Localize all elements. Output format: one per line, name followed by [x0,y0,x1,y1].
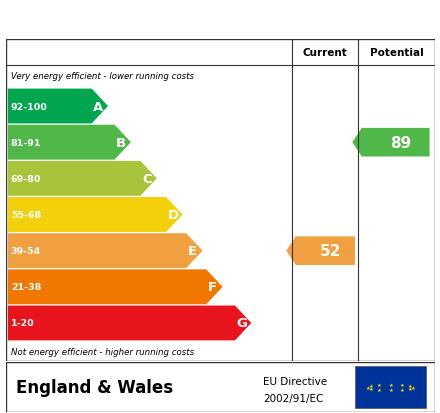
Text: 39-54: 39-54 [11,247,41,256]
Text: Energy Efficiency Rating: Energy Efficiency Rating [13,9,282,28]
Text: Very energy efficient - lower running costs: Very energy efficient - lower running co… [11,72,194,81]
Text: ★: ★ [369,383,374,389]
Text: 89: 89 [390,135,411,150]
Text: A: A [93,100,103,113]
Polygon shape [8,197,183,233]
Text: G: G [237,317,247,330]
Text: ★: ★ [400,387,404,392]
Text: ★: ★ [366,385,370,390]
Text: 21-38: 21-38 [11,282,41,292]
Text: ★: ★ [389,387,393,392]
Polygon shape [352,128,429,157]
Text: B: B [116,136,126,150]
Polygon shape [8,126,131,160]
Polygon shape [8,234,202,268]
Text: 81-91: 81-91 [11,138,41,147]
Text: F: F [208,280,217,294]
Bar [356,366,426,408]
Text: ★: ★ [377,382,382,387]
Text: England & Wales: England & Wales [16,378,173,396]
Text: ★: ★ [411,385,416,390]
Text: 92-100: 92-100 [11,102,48,111]
Polygon shape [8,306,251,341]
Text: 2002/91/EC: 2002/91/EC [263,393,323,403]
Text: ★: ★ [400,382,404,387]
Text: ★: ★ [408,386,413,391]
Text: E: E [188,244,197,258]
Polygon shape [8,89,108,124]
Text: Current: Current [303,48,348,58]
Text: Not energy efficient - higher running costs: Not energy efficient - higher running co… [11,347,194,356]
Text: 69-80: 69-80 [11,174,41,183]
Text: 1-20: 1-20 [11,319,34,328]
Text: 55-68: 55-68 [11,211,41,219]
Text: ★: ★ [377,387,382,392]
Polygon shape [8,270,223,304]
Text: ★: ★ [369,386,374,391]
Text: ★: ★ [389,382,393,387]
Text: D: D [168,209,179,221]
Text: ★: ★ [408,383,413,389]
Text: 52: 52 [320,244,341,259]
Text: C: C [142,172,152,185]
Text: Potential: Potential [370,48,423,58]
Polygon shape [8,161,157,196]
Polygon shape [286,237,355,265]
Text: EU Directive: EU Directive [263,376,327,386]
